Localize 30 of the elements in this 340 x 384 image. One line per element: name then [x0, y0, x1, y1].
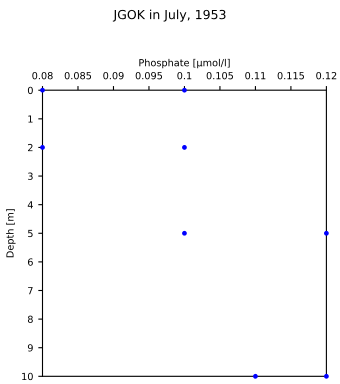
x-tick-label: 0.1	[177, 72, 192, 80]
y-tick-label: 7	[28, 287, 33, 294]
y-tick-label: 5	[28, 230, 33, 238]
point	[182, 88, 187, 93]
y-tick-label: 10	[22, 372, 33, 380]
chart-title: JGOK in July, 1953	[112, 10, 226, 22]
point	[324, 230, 329, 236]
y-tick-label: 1	[28, 115, 33, 123]
point	[182, 230, 187, 236]
y-tick-label: 6	[28, 258, 33, 266]
y-tick-label: 2	[28, 144, 32, 152]
x-tick-label: 0.115	[278, 72, 304, 80]
point	[253, 374, 258, 379]
y-tick-label: 0	[28, 86, 33, 94]
x-tick-label: 0.09	[103, 72, 124, 80]
y-tick-label: 3	[28, 172, 33, 180]
x-axis-title: Phosphate [µmol/l]	[139, 58, 230, 68]
x-tick-label: 0.12	[316, 72, 336, 80]
x-tick-label: 0.11	[245, 72, 266, 80]
y-axis-title: Depth [m]	[6, 209, 16, 258]
x-tick-label: 0.085	[64, 72, 92, 80]
point	[324, 374, 329, 379]
y-tick-label: 4	[28, 201, 33, 208]
point	[182, 145, 187, 150]
x-tick-label: 0.095	[136, 72, 162, 80]
point	[40, 145, 45, 150]
x-tick-label: 0.08	[32, 72, 53, 80]
x-tick-label: 0.105	[206, 72, 234, 80]
y-tick-label: 8	[28, 316, 33, 323]
y-tick-label: 9	[28, 344, 33, 352]
